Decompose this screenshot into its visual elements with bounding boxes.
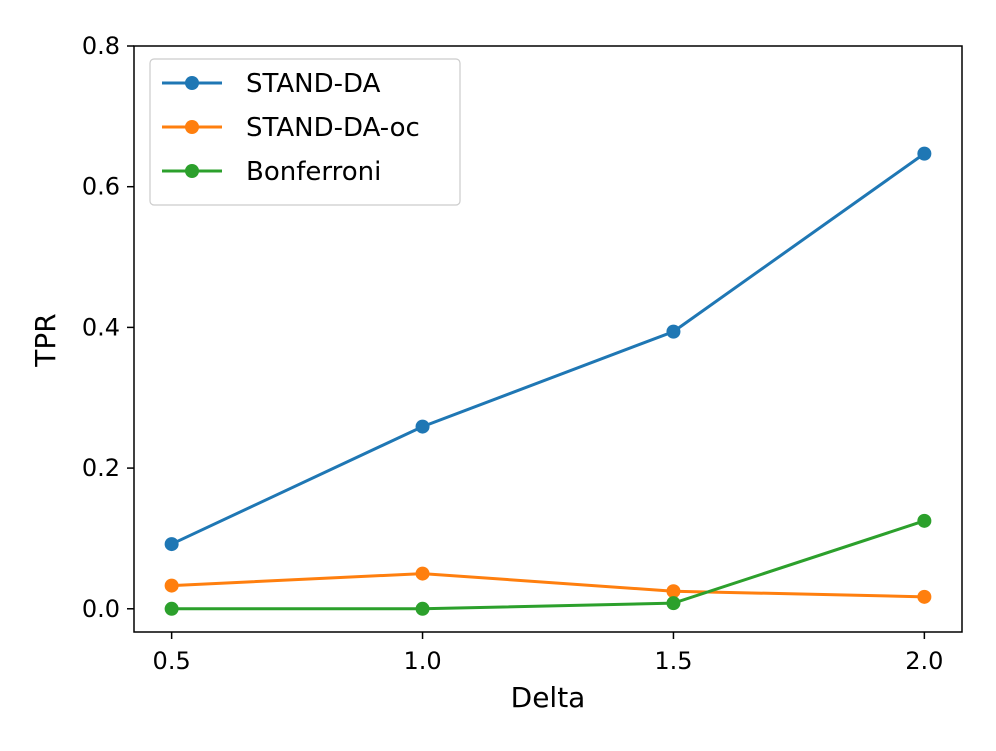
y-tick-label-0: 0.0 — [82, 595, 120, 623]
legend-label-1: STAND-DA-oc — [246, 113, 420, 143]
data-point-2-3 — [917, 513, 932, 528]
data-point-1-2 — [666, 584, 681, 599]
x-tick-label-0: 0.5 — [153, 647, 191, 675]
x-tick-label-2: 1.5 — [654, 647, 692, 675]
series-line-1 — [171, 572, 925, 599]
legend-box — [149, 58, 461, 206]
data-point-1-3 — [917, 589, 932, 604]
data-point-1-0 — [164, 578, 179, 593]
legend-label-0: STAND-DA — [246, 69, 381, 99]
legend-label-2: Bonferroni — [246, 157, 381, 187]
data-point-1-1 — [415, 566, 430, 581]
data-point-0-3 — [917, 146, 932, 161]
data-point-2-1 — [415, 601, 430, 616]
y-tick-label-4: 0.8 — [82, 32, 120, 60]
x-tick-label-3: 2.0 — [905, 647, 943, 675]
axes-frame — [133, 45, 963, 633]
y-axis-label: TPR — [29, 313, 62, 367]
legend-marker-1 — [185, 120, 199, 134]
y-tick-label-3: 0.6 — [82, 173, 120, 201]
data-point-2-2 — [666, 596, 681, 611]
x-axis-label: Delta — [511, 681, 586, 714]
legend-marker-0 — [185, 76, 199, 90]
legend-marker-2 — [185, 164, 199, 178]
data-point-0-2 — [666, 324, 681, 339]
plot-layer — [164, 146, 932, 616]
series-line-0 — [171, 152, 926, 546]
data-point-0-1 — [415, 419, 430, 434]
data-point-2-0 — [164, 601, 179, 616]
data-point-0-0 — [164, 537, 179, 552]
legend: STAND-DA STAND-DA-oc Bonferroni — [149, 58, 461, 206]
y-tick-label-1: 0.2 — [82, 454, 120, 482]
y-tick-label-2: 0.4 — [82, 313, 120, 341]
axes-layer: 0.5 1.0 1.5 2.0 0.0 0.2 0.4 0.6 0.8 — [82, 32, 963, 675]
x-tick-label-1: 1.0 — [403, 647, 441, 675]
series-line-2 — [171, 519, 925, 611]
